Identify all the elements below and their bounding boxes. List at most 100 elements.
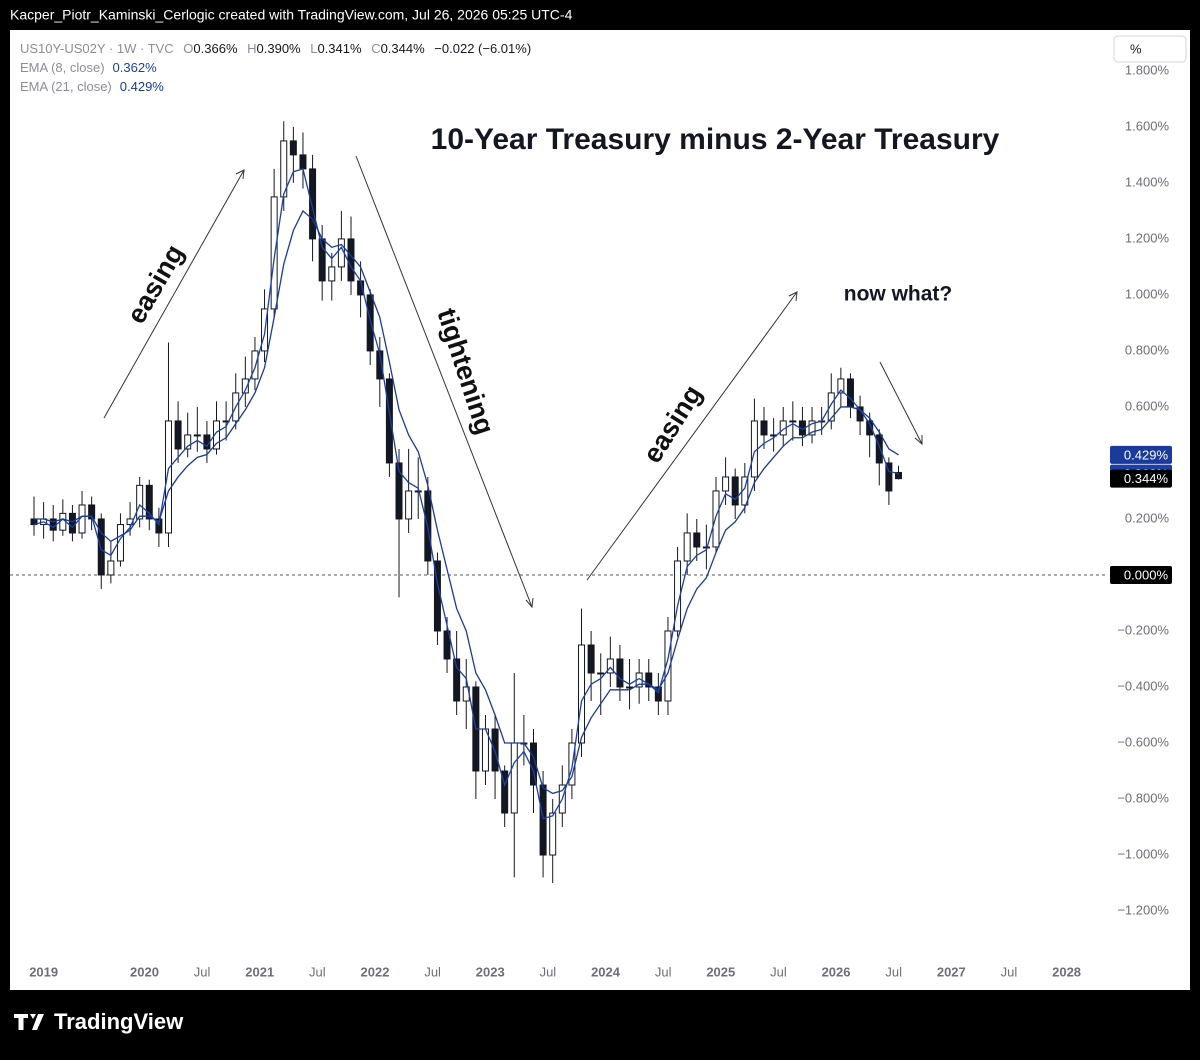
candle-body: [443, 630, 451, 660]
candle-body: [68, 512, 76, 534]
legend-value: 0.429%: [120, 79, 165, 94]
y-tick-label: −1.000%: [1117, 846, 1169, 861]
y-tick-label: −0.600%: [1117, 734, 1169, 749]
y-tick-label: 0.200%: [1125, 510, 1170, 525]
candle-body: [597, 672, 605, 675]
legend-value: 0.362%: [113, 60, 158, 75]
y-tick-label: 1.600%: [1125, 118, 1170, 133]
candle-body: [59, 512, 67, 531]
candle-body: [193, 434, 201, 437]
candle-body: [251, 350, 259, 380]
candle-body: [587, 644, 595, 674]
candle-body: [645, 672, 653, 688]
candle-body: [510, 742, 518, 814]
y-tick-label: −1.200%: [1117, 902, 1169, 917]
x-tick-label: 2027: [937, 964, 966, 979]
ema-line: [34, 209, 899, 795]
price-badge-label: 0.429%: [1124, 447, 1169, 462]
y-tick-label: −0.400%: [1117, 678, 1169, 693]
arrow: [355, 155, 533, 608]
ohlc-value: 0.366%: [193, 41, 238, 56]
price-badge-label: 0.000%: [1124, 567, 1169, 582]
x-tick-label: Jul: [309, 964, 326, 979]
candle-body: [683, 532, 691, 562]
x-tick-label: Jul: [770, 964, 787, 979]
candle-body: [145, 484, 153, 520]
candle-body: [894, 471, 902, 480]
chart-panel: [10, 30, 1190, 990]
x-tick-label: Jul: [1001, 964, 1018, 979]
y-tick-label: 1.400%: [1125, 174, 1170, 189]
x-tick-label: Jul: [540, 964, 557, 979]
y-tick-label: 1.200%: [1125, 230, 1170, 245]
ohlc-value: 0.344%: [381, 41, 426, 56]
x-tick-label: 2021: [245, 964, 274, 979]
candle-body: [376, 350, 384, 380]
x-tick-label: Jul: [194, 964, 211, 979]
ohlc-key: C: [371, 41, 380, 56]
candle-body: [616, 658, 624, 688]
scale-button-label[interactable]: %: [1130, 41, 1142, 56]
ohlc-value: 0.390%: [257, 41, 302, 56]
candle-body: [693, 532, 701, 548]
candle-body: [808, 420, 816, 436]
ema-legend: EMA (21, close) 0.429%: [20, 79, 164, 94]
candle-body: [866, 420, 874, 436]
scale-button[interactable]: [1113, 35, 1187, 63]
arrow-head: [525, 597, 534, 609]
y-tick-label: 1.000%: [1125, 286, 1170, 301]
x-tick-label: 2025: [706, 964, 735, 979]
arrow: [586, 291, 798, 581]
annotation: now what?: [844, 283, 953, 306]
candle-body: [213, 420, 221, 450]
price-badge-label: 0.344%: [1124, 471, 1169, 486]
arrow-head: [914, 435, 923, 446]
x-tick-label: 2022: [361, 964, 390, 979]
candle-body: [501, 770, 509, 814]
candle-body: [664, 630, 672, 702]
price-badge: [1110, 469, 1172, 488]
candle-body: [539, 784, 547, 856]
y-tick-label: 0.800%: [1125, 342, 1170, 357]
arrow: [879, 361, 923, 445]
candle-body: [385, 378, 393, 464]
candle-body: [837, 378, 845, 394]
x-tick-label: 2024: [591, 964, 621, 979]
symbol-legend: US10Y-US02Y · 1W · TVC O0.366% H0.390% L…: [20, 41, 531, 56]
chart-title: 10-Year Treasury minus 2-Year Treasury: [431, 123, 1000, 156]
change: −0.022 (−6.01%): [434, 41, 531, 56]
candle-body: [347, 238, 355, 282]
candle-body: [750, 420, 758, 478]
candle-body: [875, 434, 883, 464]
header-text: Kacper_Piotr_Kaminski_Cerlogic created w…: [10, 7, 573, 23]
x-tick-label: Jul: [885, 964, 902, 979]
candle-body: [453, 658, 461, 702]
symbol: US10Y-US02Y · 1W · TVC: [20, 41, 174, 56]
candle-body: [155, 518, 163, 534]
candle-body: [760, 420, 768, 436]
candle-body: [289, 140, 297, 156]
candle-body: [107, 560, 115, 576]
candle-body: [241, 378, 249, 394]
x-tick-label: 2020: [130, 964, 159, 979]
logo-text: TradingView: [54, 1009, 184, 1034]
candle-body: [722, 476, 730, 492]
candle-body: [270, 196, 278, 310]
ema-legend: EMA (8, close) 0.362%: [20, 60, 157, 75]
candle-body: [309, 168, 317, 240]
candle-body: [405, 490, 413, 520]
candle-body: [328, 266, 336, 282]
y-tick-label: −0.800%: [1117, 790, 1169, 805]
footer-logo: TradingView: [14, 1009, 184, 1034]
candle-body: [731, 476, 739, 506]
x-tick-label: 2023: [476, 964, 505, 979]
y-tick-label: 1.800%: [1125, 62, 1170, 77]
candle-body: [606, 658, 614, 674]
candle-body: [97, 518, 105, 576]
price-badge: [1110, 565, 1172, 584]
ohlc-key: H: [247, 41, 256, 56]
y-tick-label: −0.200%: [1117, 622, 1169, 637]
x-tick-label: 2028: [1052, 964, 1081, 979]
legend-name: EMA (21, close): [20, 79, 112, 94]
